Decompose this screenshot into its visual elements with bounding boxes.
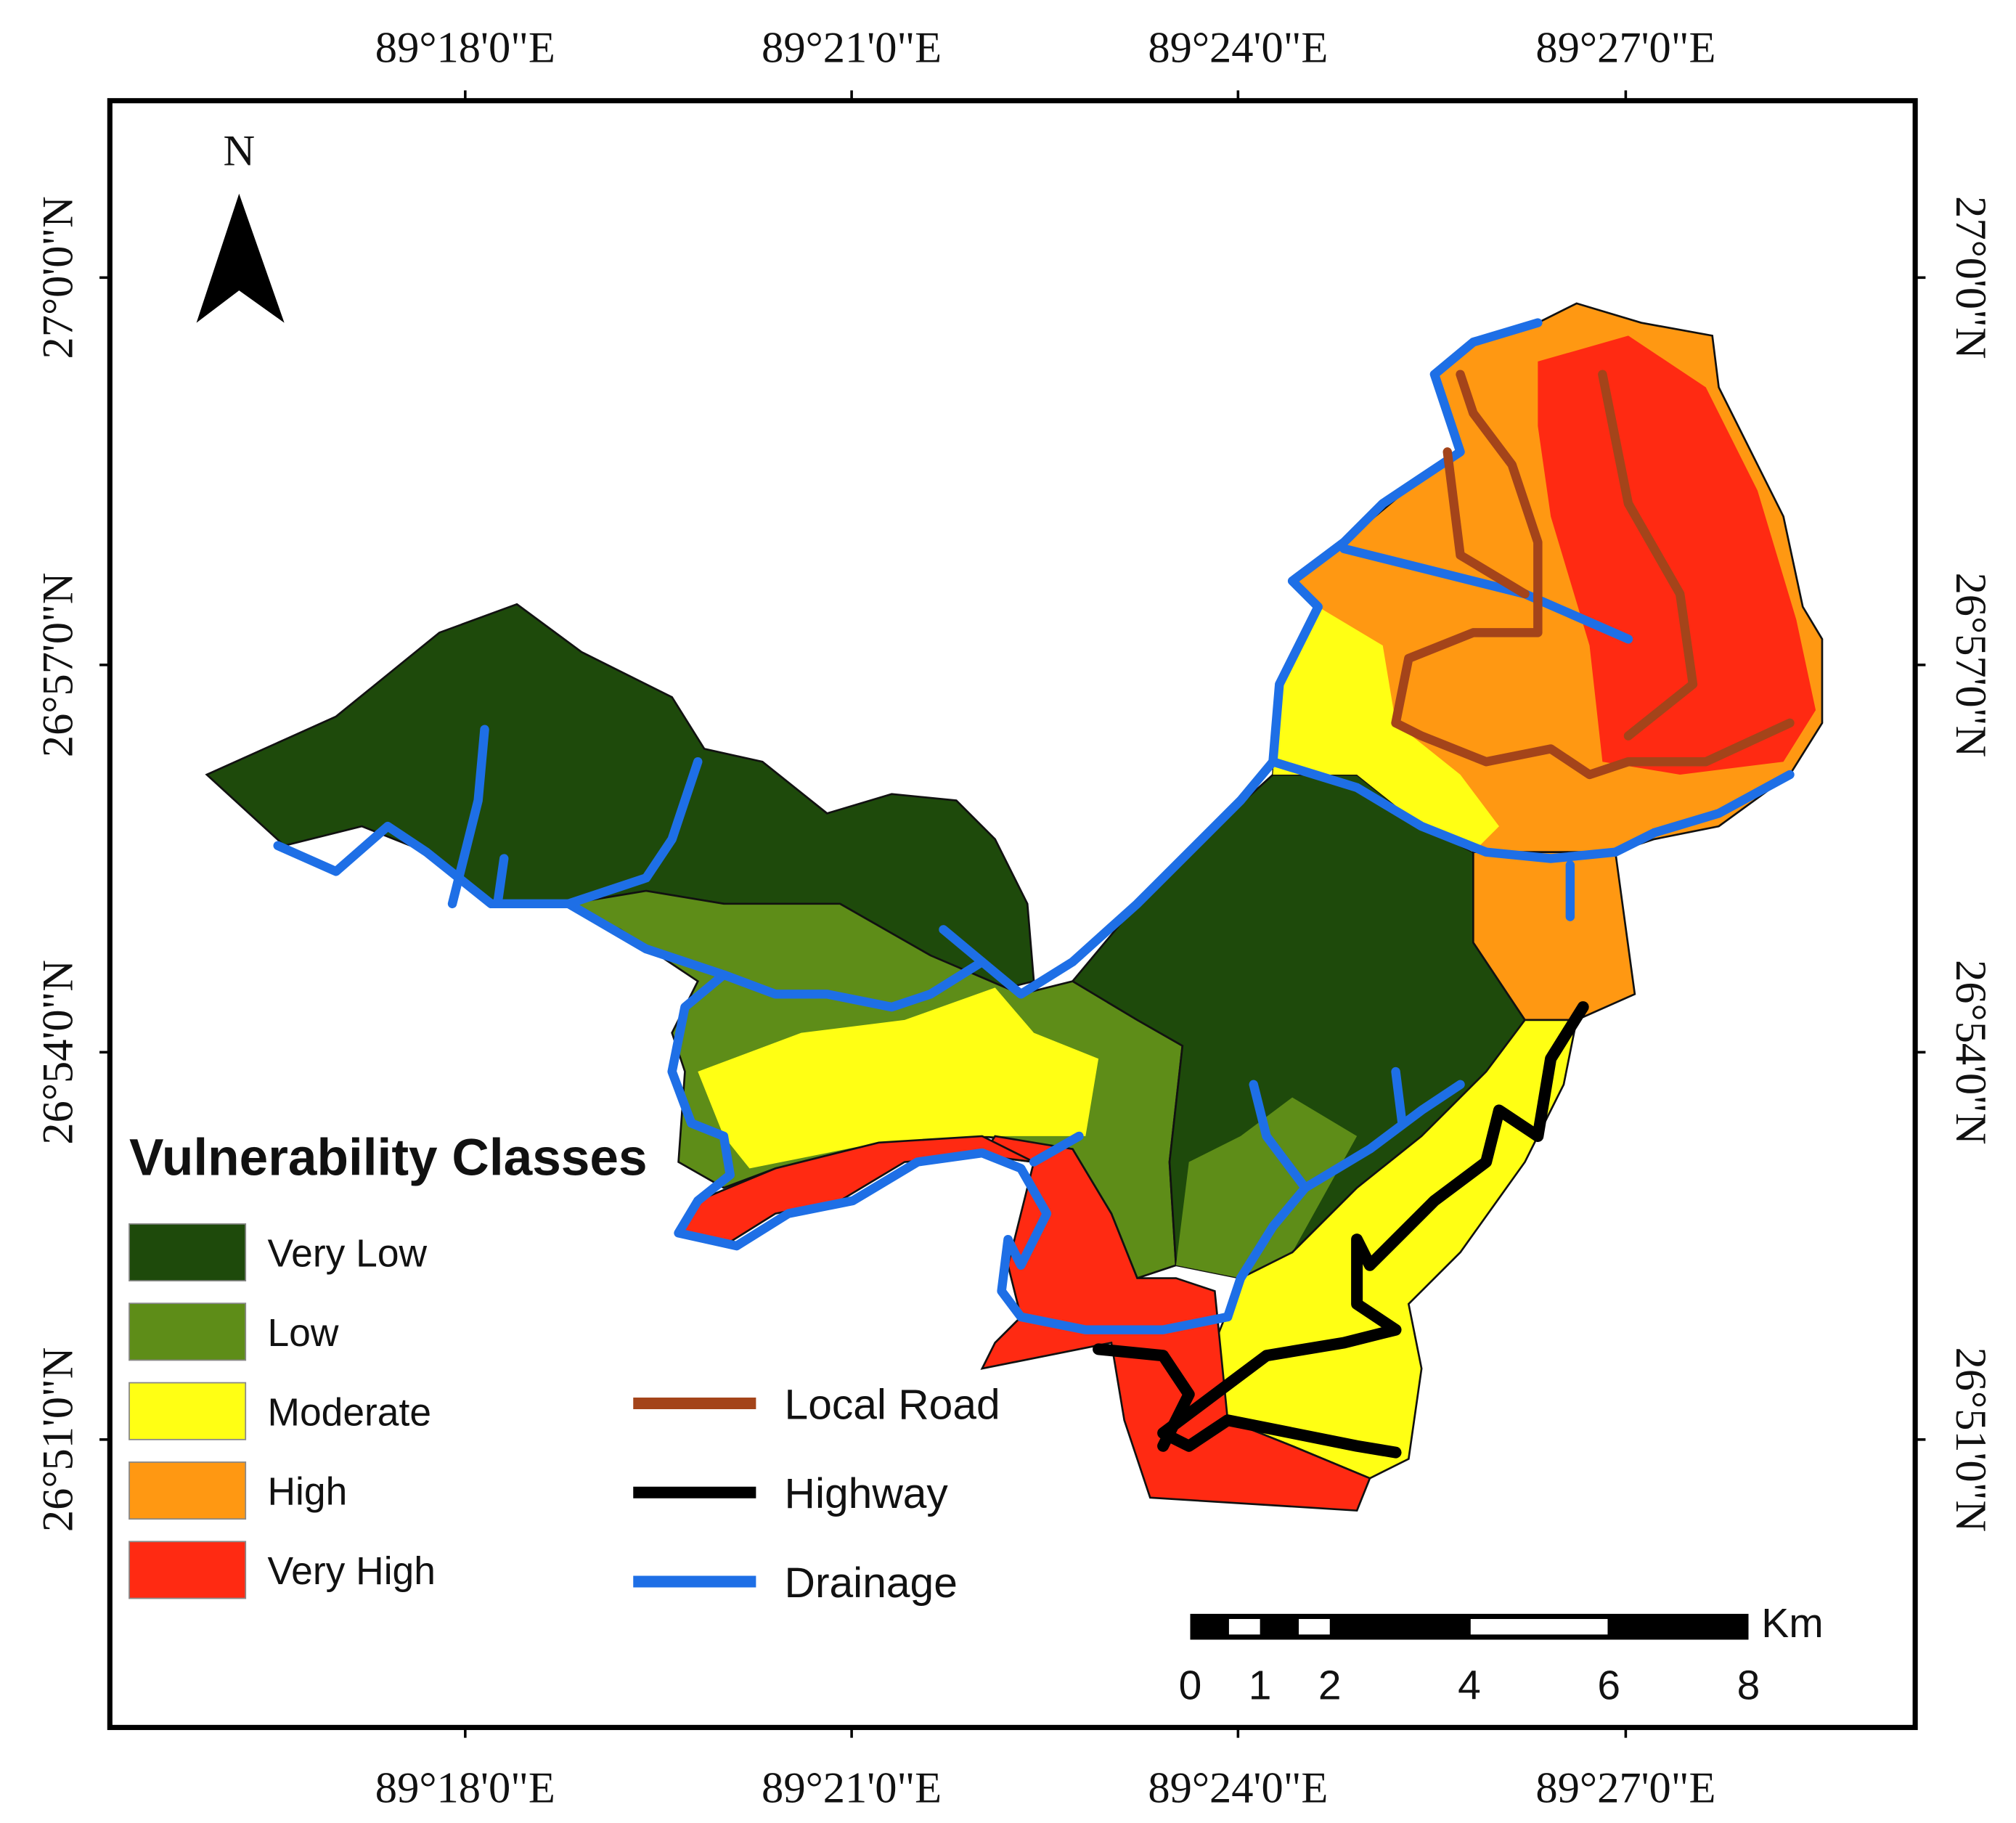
legend-label: Drainage — [785, 1559, 958, 1607]
legend-label: Local Road — [785, 1381, 1000, 1428]
lat-label: 26°54'0"N — [1946, 960, 1995, 1145]
local-roads — [1391, 370, 1795, 780]
scale-tick-label: 4 — [1458, 1662, 1481, 1708]
legend-classes: Very Low Low Moderate High Very High — [128, 1223, 436, 1599]
line-legend: Local Road Highway Drainage — [633, 1381, 1000, 1607]
legend-label: Very Low — [267, 1233, 427, 1276]
lon-label: 89°27'0"E — [1535, 23, 1715, 72]
lon-label: 89°21'0"E — [762, 23, 942, 72]
graticule-ticks — [99, 90, 1926, 1738]
lon-label: 89°24'0"E — [1148, 23, 1328, 72]
lon-label: 89°18'0"E — [375, 1764, 555, 1813]
lat-label: 26°51'0"N — [34, 1347, 83, 1533]
zone-moderate — [1273, 606, 1499, 852]
lat-label: 27°0'0"N — [34, 196, 83, 359]
legend-swatch — [128, 1461, 247, 1520]
scale-unit: Km — [1761, 1600, 1823, 1647]
drainage-network — [273, 318, 1795, 1334]
scale-tick-label: 0 — [1179, 1662, 1202, 1708]
legend-swatch — [128, 1302, 247, 1361]
zone-moderate — [698, 987, 1099, 1169]
lon-label: 89°21'0"E — [762, 1764, 942, 1813]
zone-very-high — [1538, 335, 1816, 775]
scale-tick-label: 2 — [1318, 1662, 1342, 1708]
zone-low — [1175, 1097, 1358, 1278]
legend-title: Vulnerability Classes — [129, 1129, 648, 1186]
scale-tick-label: 6 — [1597, 1662, 1620, 1708]
lon-label: 89°24'0"E — [1148, 1764, 1328, 1813]
lat-label: 26°54'0"N — [34, 960, 83, 1145]
lat-label: 26°57'0"N — [1946, 573, 1995, 758]
legend-label: High — [267, 1471, 347, 1514]
legend-label: Highway — [785, 1470, 949, 1517]
scale-tick-label: 1 — [1249, 1662, 1272, 1708]
legend-label: Very High — [267, 1550, 435, 1593]
scale-bar-body — [1190, 1613, 1749, 1640]
lat-label: 26°51'0"N — [1946, 1347, 1995, 1533]
lon-label: 89°18'0"E — [375, 23, 555, 72]
highway — [1093, 1001, 1589, 1459]
lat-label: 27°0'0"N — [1946, 196, 1995, 359]
axis-labels: 89°18'0"E 89°21'0"E 89°24'0"E 89°27'0"E … — [34, 23, 1995, 1812]
north-arrow — [196, 193, 285, 323]
lon-label: 89°27'0"E — [1535, 1764, 1715, 1813]
scale-tick-label: 8 — [1737, 1662, 1760, 1708]
scale-bar-gap — [1470, 1619, 1608, 1635]
legend-label: Low — [267, 1312, 338, 1355]
legend-label: Moderate — [267, 1391, 431, 1434]
north-label: N — [223, 127, 255, 176]
legend-swatch — [128, 1223, 247, 1281]
scale-bar-gap — [1228, 1619, 1260, 1635]
legend-swatch — [128, 1541, 247, 1599]
scale-bar-gap — [1299, 1619, 1330, 1635]
lat-label: 26°57'0"N — [34, 573, 83, 758]
legend-swatch — [128, 1382, 247, 1440]
map-frame — [107, 98, 1918, 1730]
